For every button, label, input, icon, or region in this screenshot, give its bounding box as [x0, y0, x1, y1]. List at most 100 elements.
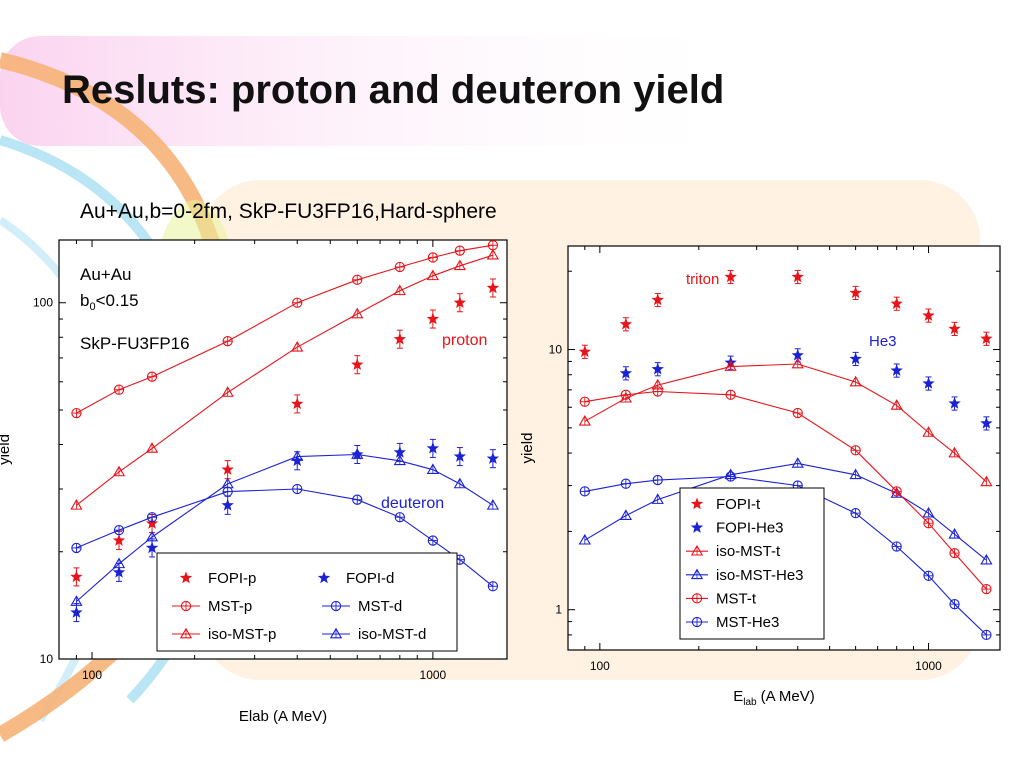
data-point — [454, 245, 466, 256]
data-point-tri — [145, 530, 159, 542]
annotation-b-sub: 0 — [89, 301, 95, 313]
series-line — [76, 488, 494, 587]
y-tick-label: 10 — [40, 652, 54, 666]
data-point-tri — [849, 468, 862, 480]
data-point — [651, 293, 664, 306]
data-point — [980, 416, 993, 429]
panel-label-deuteron: deuteron — [381, 495, 444, 512]
slide-title: Resluts: proton and deuteron yield — [62, 68, 725, 112]
data-point — [791, 357, 804, 369]
legend-label: MST-t — [716, 590, 757, 607]
data-point — [426, 463, 440, 475]
series-line — [76, 244, 493, 414]
data-point — [922, 426, 935, 437]
legend-label: iso-MST-d — [358, 626, 426, 643]
title-band — [0, 36, 760, 146]
legend-box — [156, 552, 458, 652]
data-point — [221, 386, 234, 397]
annotation-b: b — [80, 291, 89, 310]
data-point — [792, 407, 803, 419]
legend-label: MST-He3 — [716, 614, 779, 631]
data-point — [725, 389, 736, 400]
data-point — [981, 629, 992, 641]
data-point — [619, 317, 633, 330]
series-line — [584, 462, 987, 561]
x-axis-label: Elab (A MeV) — [239, 708, 327, 725]
data-point — [453, 477, 467, 489]
data-point-tri — [980, 475, 993, 487]
data-point — [393, 454, 406, 466]
data-point — [980, 475, 993, 487]
data-point — [948, 446, 961, 458]
data-point-tri — [578, 533, 591, 545]
data-point — [486, 499, 500, 510]
data-point-tri — [351, 307, 364, 319]
y-tick-label: 100 — [33, 296, 53, 310]
panel-label-proton: proton — [442, 332, 487, 349]
data-point-tri — [890, 399, 903, 410]
data-point — [426, 269, 440, 281]
data-point — [948, 527, 961, 539]
legend: FOPI-t FOPI-He3 iso-MST-t iso-MST-He3 MST-t M… — [679, 487, 825, 640]
slide-subtitle: Au+Au,b=0-2fm, SkP-FU3FP16,Hard-sphere — [80, 200, 497, 223]
data-point — [427, 252, 439, 263]
x-axis-label-main: E — [733, 688, 743, 705]
data-point — [393, 284, 406, 296]
legend-label: iso-MST-He3 — [716, 567, 804, 584]
data-point — [578, 345, 591, 358]
series-mst-he3 — [579, 471, 992, 641]
series-iso-mst-he3 — [578, 457, 993, 565]
series-iso-mst-p — [70, 248, 500, 510]
legend-label: MST-d — [358, 598, 402, 615]
data-point — [112, 465, 126, 477]
data-point — [351, 307, 364, 319]
data-point-tri — [291, 450, 304, 461]
annotation-impact: b0<0.15 — [80, 291, 139, 313]
data-point-tri — [791, 457, 804, 468]
y-axis-label: yield — [0, 434, 13, 465]
data-point — [71, 407, 82, 419]
data-point — [112, 534, 126, 546]
data-point — [890, 297, 903, 309]
data-point — [948, 322, 961, 335]
data-point-tri — [724, 360, 737, 371]
legend-label: FOPI-d — [346, 570, 394, 587]
data-point — [949, 599, 960, 610]
data-point — [292, 297, 303, 308]
legend-marker — [179, 627, 193, 639]
series-line — [76, 453, 494, 602]
data-point — [923, 518, 934, 529]
data-point — [949, 547, 960, 559]
data-point — [145, 442, 159, 453]
data-point — [145, 530, 159, 542]
data-point-tri — [948, 527, 961, 539]
series-line — [584, 475, 987, 636]
data-point — [850, 508, 861, 519]
data-point — [980, 553, 993, 565]
data-point — [70, 570, 83, 583]
legend-marker — [329, 627, 343, 639]
data-point — [922, 309, 935, 321]
data-point — [113, 384, 125, 395]
legend-box — [679, 487, 825, 640]
y-tick-label: 10 — [549, 343, 563, 357]
data-point — [980, 332, 993, 345]
series-line — [584, 363, 987, 483]
series-mst-p — [71, 240, 499, 419]
series-fopi-t — [578, 269, 993, 359]
legend-marker — [690, 568, 704, 580]
data-point — [579, 486, 590, 497]
data-point — [292, 483, 303, 495]
data-point — [222, 336, 233, 347]
data-point — [891, 486, 902, 497]
data-point — [291, 450, 304, 461]
legend-marker — [690, 497, 704, 510]
data-point — [890, 364, 903, 376]
legend-marker — [690, 544, 704, 556]
data-point — [113, 524, 125, 536]
series-iso-mst-d — [70, 448, 500, 606]
y-axis-label: yield — [519, 433, 536, 464]
data-point — [146, 512, 158, 523]
legend-label: FOPI-He3 — [716, 520, 784, 537]
